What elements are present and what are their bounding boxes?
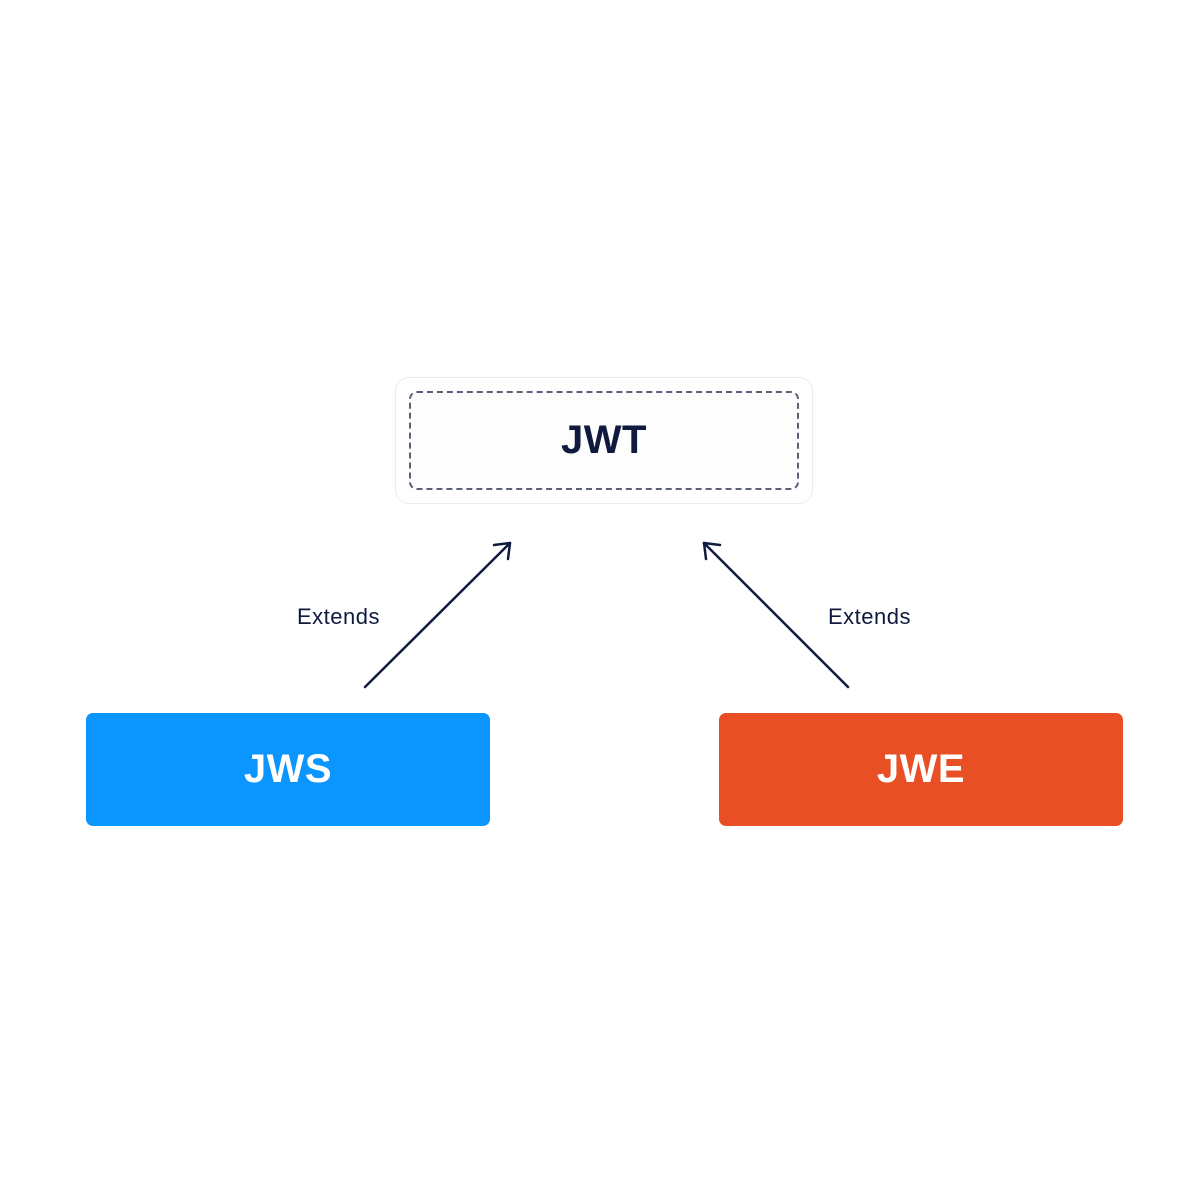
jwt-node: JWT <box>395 377 813 504</box>
jwe-node-label: JWE <box>876 747 966 791</box>
jwt-node-dashed-frame: JWT <box>409 391 799 490</box>
arrow-jwe-to-jwt-line <box>702 541 850 689</box>
jws-node-label: JWS <box>243 747 333 791</box>
arrow-jwe-to-jwt-head <box>702 541 722 561</box>
edge-label-jws-extends: Extends <box>297 604 380 629</box>
jwe-node: JWE <box>719 713 1123 826</box>
arrow-jws-to-jwt <box>363 541 512 689</box>
jwt-node-label: JWT <box>561 418 647 462</box>
arrow-jws-to-jwt-line <box>363 541 512 689</box>
arrow-jws-to-jwt-head <box>492 541 512 561</box>
edge-label-jwe-extends: Extends <box>828 604 911 629</box>
arrow-jwe-to-jwt <box>702 541 850 689</box>
jws-node: JWS <box>86 713 490 826</box>
